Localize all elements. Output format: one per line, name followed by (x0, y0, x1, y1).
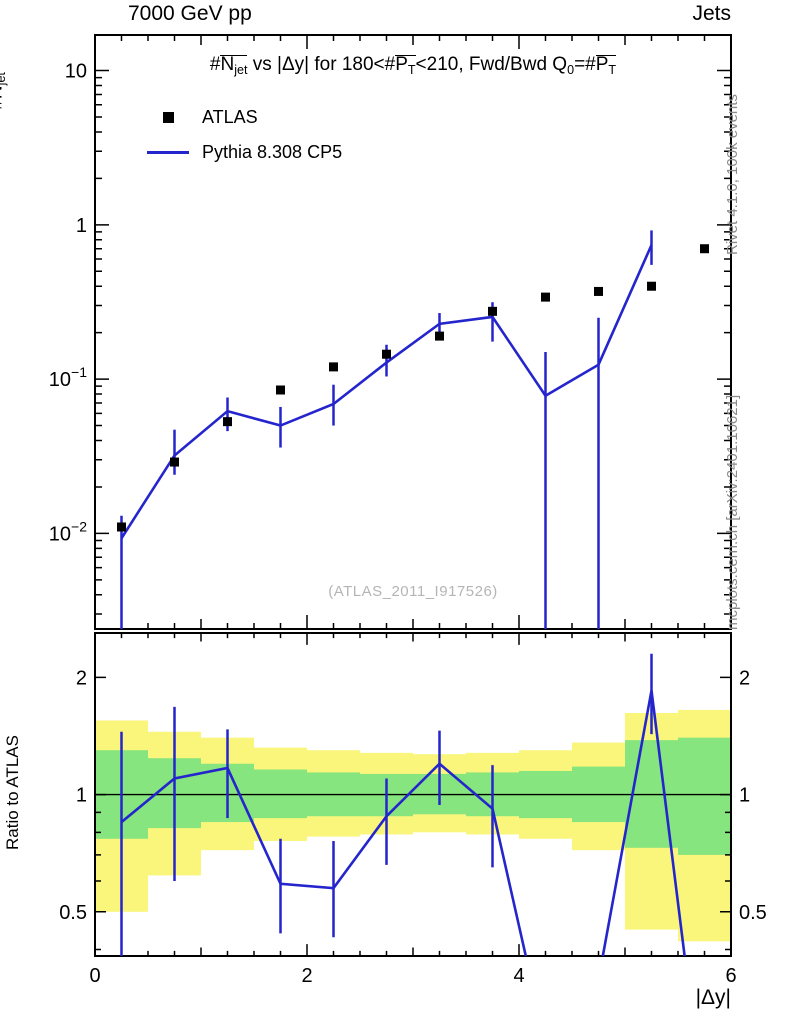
analysis-group-label: Jets (692, 2, 731, 25)
x-axis-title: |Δy| (695, 986, 731, 1009)
svg-text:0: 0 (89, 965, 100, 987)
ratio-panel-frame (94, 632, 732, 957)
svg-text:2: 2 (739, 667, 750, 689)
legend-item-atlas: ATLAS (146, 100, 342, 135)
ratio-error-bars (120, 653, 653, 956)
legend: ATLAS Pythia 8.308 CP5 (146, 100, 342, 170)
watermark: (ATLAS_2011_I917526) (328, 583, 498, 600)
legend-item-pythia: Pythia 8.308 CP5 (146, 135, 342, 170)
ratio-y-axis-title: Ratio to ATLAS (3, 735, 22, 850)
atlas-point (594, 286, 603, 296)
atlas-point (541, 292, 550, 302)
main-panel-frame (94, 34, 732, 630)
atlas-point (488, 306, 497, 316)
axis-ticks (94, 35, 732, 956)
pythia-error-bars (120, 230, 653, 629)
main-y-axis-title: #Njet (0, 72, 8, 110)
atlas-point (647, 281, 656, 291)
atlas-point (117, 522, 126, 532)
svg-text:6: 6 (725, 965, 736, 987)
svg-text:2: 2 (76, 667, 87, 689)
atlas-point (435, 331, 444, 341)
plot-title: #Njet vs |Δy| for 180<#PT<210, Fwd/Bwd Q… (209, 54, 617, 77)
svg-text:2: 2 (301, 965, 312, 987)
pythia-line-marker-icon (147, 151, 189, 154)
atlas-square-marker-icon (162, 112, 174, 123)
atlas-point (276, 385, 285, 395)
svg-text:1: 1 (76, 785, 87, 807)
svg-text:0.5: 0.5 (59, 902, 87, 924)
ratio-line (120, 690, 686, 956)
axis-tick-labels: 10−2 10−1 1 10 0.5 0.5 1 1 2 2 0 2 4 6 (49, 61, 767, 987)
svg-text:1: 1 (76, 215, 87, 237)
svg-text:4: 4 (513, 965, 524, 987)
atlas-point (223, 417, 232, 427)
svg-text:1: 1 (739, 785, 750, 807)
beam-label: 7000 GeV pp (128, 2, 252, 25)
svg-text:10: 10 (65, 61, 87, 83)
atlas-point (329, 362, 338, 372)
pythia-line (120, 244, 653, 539)
legend-marker-box (146, 112, 190, 123)
plot-header: 7000 GeV pp Jets (128, 2, 731, 26)
legend-label-pythia: Pythia 8.308 CP5 (202, 142, 343, 162)
svg-text:10−1: 10−1 (49, 364, 87, 391)
svg-text:0.5: 0.5 (739, 902, 767, 924)
atlas-point (700, 244, 709, 254)
rivet-version-note: Rivet 4.1.0, 100k events (724, 94, 741, 255)
atlas-series (117, 244, 709, 532)
atlas-point (170, 457, 179, 467)
legend-marker-box (146, 151, 190, 154)
legend-label-atlas: ATLAS (202, 107, 258, 127)
atlas-point (382, 349, 391, 359)
svg-text:10−2: 10−2 (49, 518, 87, 545)
mcplots-arxiv-note: mcplots.cern.ch [arXiv:2401.10621] (724, 394, 741, 630)
